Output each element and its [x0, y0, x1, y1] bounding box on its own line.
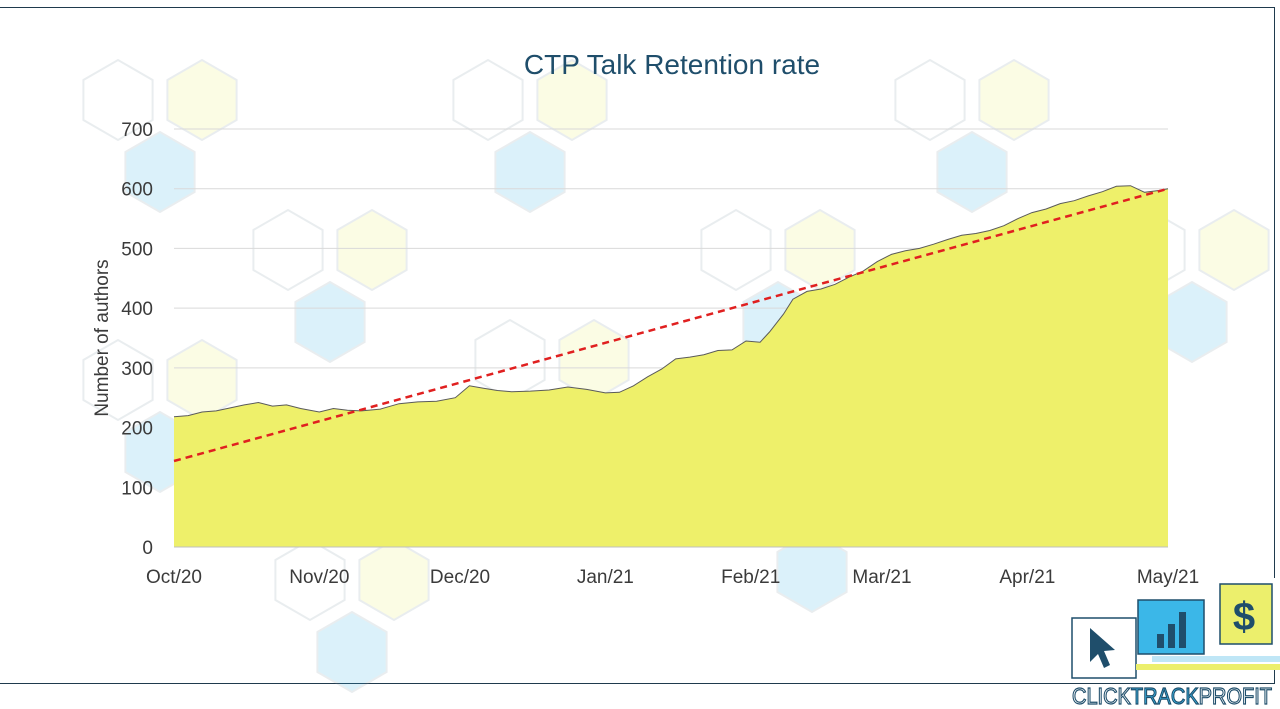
watermark-cluster [82, 58, 238, 214]
background-watermark-pattern [82, 58, 1270, 694]
x-tick-label: Apr/21 [999, 567, 1055, 588]
bar-chart-icon [1157, 612, 1186, 648]
logo-text-track: TRACK [1131, 683, 1199, 709]
watermark-cluster [252, 208, 408, 364]
watermark-cluster [274, 538, 430, 694]
y-axis-title: Number of authors [92, 259, 113, 416]
logo-text-profit: PROFIT [1199, 683, 1272, 709]
x-tick-label: May/21 [1137, 567, 1199, 588]
trendline [173, 187, 1169, 463]
clicktrackprofit-logo: $ CLICKTRACKPROFIT [1071, 578, 1280, 709]
y-tick-label: 200 [121, 419, 153, 440]
chart-title: CTP Talk Retention rate [524, 49, 820, 80]
plot-area [173, 185, 1169, 548]
y-tick-label: 600 [121, 180, 153, 201]
x-tick-label: Nov/20 [289, 567, 349, 588]
svg-text:CLICKTRACKPROFIT: CLICKTRACKPROFIT [1072, 683, 1272, 709]
x-tick-label: Dec/20 [430, 567, 490, 588]
x-tick-label: Oct/20 [146, 567, 202, 588]
logo-text-click: CLICK [1072, 683, 1131, 709]
y-tick-label: 100 [121, 478, 153, 499]
y-tick-label: 300 [121, 359, 153, 380]
dollar-icon: $ [1233, 595, 1255, 639]
area-series-fill [174, 185, 1168, 547]
y-axis-ticks: 0 100 200 300 400 500 600 700 [121, 120, 153, 559]
watermark-cluster [452, 58, 608, 214]
x-tick-label: Mar/21 [852, 567, 911, 588]
x-tick-label: Jan/21 [577, 567, 634, 588]
y-tick-label: 700 [121, 120, 153, 141]
cursor-icon [1090, 628, 1115, 668]
y-tick-label: 0 [142, 538, 153, 559]
area-series-outline [173, 185, 1169, 418]
y-tick-label: 500 [121, 239, 153, 260]
y-tick-label: 400 [121, 299, 153, 320]
x-tick-label: Feb/21 [721, 567, 780, 588]
x-axis-ticks: Oct/20 Nov/20 Dec/20 Jan/21 Feb/21 Mar/21 Apr/… [146, 567, 1199, 588]
watermark-cluster [894, 58, 1050, 214]
